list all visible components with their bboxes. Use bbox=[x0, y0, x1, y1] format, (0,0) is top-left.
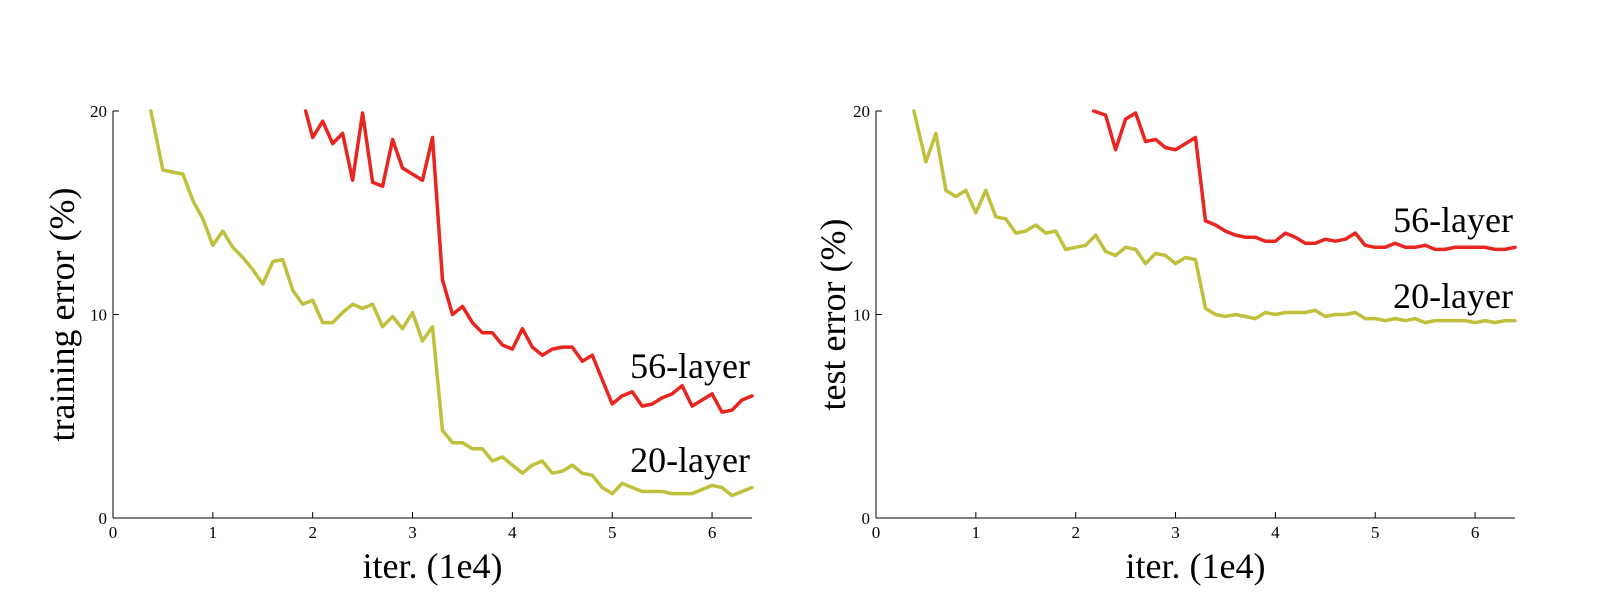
x-tick-label: 1 bbox=[209, 523, 218, 542]
x-tick-label: 2 bbox=[308, 523, 317, 542]
y-tick-label: 20 bbox=[90, 102, 107, 121]
x-tick-label: 3 bbox=[1171, 523, 1180, 542]
series-line-20-layer bbox=[912, 109, 1517, 325]
chart-panel-1: 0 1 2 3 4 5 6 0 10 20 iter. (1e4) training error (%… bbox=[42, 102, 754, 586]
series-line-20-layer bbox=[149, 109, 754, 498]
x-tick-label: 3 bbox=[408, 523, 417, 542]
x-tick-label: 1 bbox=[972, 523, 981, 542]
x-tick-label: 4 bbox=[1271, 523, 1280, 542]
x-tick-label: 5 bbox=[608, 523, 617, 542]
x-tick-label: 0 bbox=[872, 523, 881, 542]
y-axis-title: training error (%) bbox=[42, 188, 82, 442]
y-tick-label: 20 bbox=[853, 102, 870, 121]
x-tick-label: 5 bbox=[1371, 523, 1380, 542]
x-tick-label: 0 bbox=[109, 523, 118, 542]
series-label-56-layer: 56-layer bbox=[1393, 200, 1513, 240]
series-label-56-layer: 56-layer bbox=[630, 346, 750, 386]
y-axis-title: test error (%) bbox=[813, 219, 853, 411]
y-tick-label: 0 bbox=[862, 509, 871, 528]
x-tick-label: 2 bbox=[1071, 523, 1080, 542]
y-tick-label: 10 bbox=[90, 306, 107, 325]
chart-panel-2: 0 1 2 3 4 5 6 0 10 20 iter. (1e4) test error (%) 56-… bbox=[813, 102, 1517, 586]
x-tick-label: 4 bbox=[508, 523, 517, 542]
x-tick-label: 6 bbox=[1471, 523, 1480, 542]
x-tick-label: 6 bbox=[708, 523, 717, 542]
x-axis-title: iter. (1e4) bbox=[1126, 546, 1266, 586]
series-label-20-layer: 20-layer bbox=[630, 440, 750, 480]
x-axis-title: iter. (1e4) bbox=[363, 546, 503, 586]
series-line-56-layer bbox=[303, 109, 754, 414]
series-line-56-layer bbox=[1091, 109, 1517, 252]
series-label-20-layer: 20-layer bbox=[1393, 276, 1513, 316]
y-tick-label: 10 bbox=[853, 306, 870, 325]
y-tick-label: 0 bbox=[99, 509, 108, 528]
